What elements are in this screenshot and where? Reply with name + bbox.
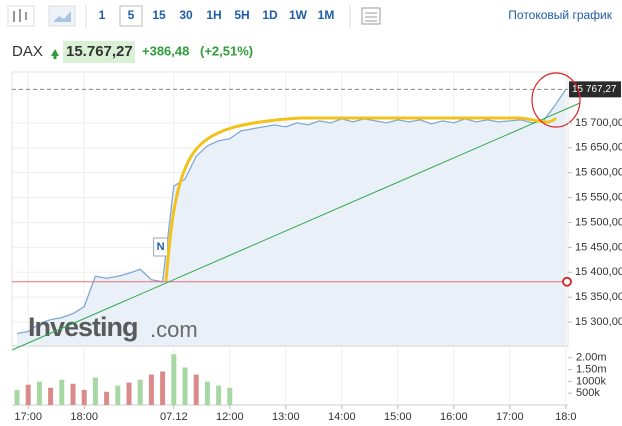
settings-glyph [365,12,377,22]
x-tick-label: 18:0 [555,411,576,423]
volume-bar [92,377,98,405]
candle-glyph [13,9,27,22]
volume-bar [216,385,222,405]
x-tick-label: 17:00 [496,411,524,423]
volume-bar [115,385,121,405]
x-tick-label: 14:00 [328,411,356,423]
y-tick-label: 15 500,00 [575,216,622,228]
last-price-label: 15 767,27 [572,84,617,95]
volume-bar [14,389,20,405]
x-tick-label: 15:00 [384,411,412,423]
watermark-brand: Investing [28,312,138,342]
x-tick-label: 16:00 [440,411,468,423]
volume-bar [160,371,166,405]
y-tick-label: 15 350,00 [575,291,622,303]
volume-bar [137,379,143,405]
up-arrow [51,49,59,59]
y-tick-label: 15 550,00 [575,191,622,203]
interval-button[interactable]: 1M [318,8,335,22]
area-icon[interactable] [48,5,76,27]
y-tick-label: 15 600,00 [575,167,622,179]
x-tick-label: 12:00 [216,411,244,423]
toolbar: Потоковый график [7,5,613,28]
watermark-domain: .com [150,317,198,342]
volume-bar [59,379,65,405]
area-fill [17,89,566,345]
price-line [16,88,567,335]
volume-tick-label: 500k [576,387,600,399]
volume-bar [193,374,199,405]
change: +386,48 [142,43,189,58]
interval-button[interactable]: 15 [152,8,166,22]
event-marker [153,237,169,257]
interval-button[interactable]: 1W [289,8,308,22]
volume-bar [204,381,210,405]
x-tick-label: 13:00 [272,411,300,423]
x-tick-label: 18:00 [70,411,98,423]
interval-button[interactable]: 1H [206,8,221,22]
candle-icon[interactable] [7,5,35,27]
volume-bar [48,387,54,405]
volume-bar [126,382,132,405]
volume-bar [104,391,110,405]
volume-bar [25,384,31,405]
volume-bar [227,387,233,405]
stream-link[interactable]: Потоковый график [508,8,612,22]
volume-tick-label: 1000k [576,375,606,387]
y-tick-label: 15 650,00 [575,142,622,154]
highlight-circle [531,72,581,128]
y-tick-label: 15 700,00 [575,117,622,129]
settings-icon[interactable] [361,7,381,25]
interval-button[interactable]: 1D [262,8,278,22]
reference-handle [562,276,572,287]
x-tick-label: 07.12 [160,411,188,423]
last-price-box [569,81,621,98]
y-tick-label: 15 450,00 [575,241,622,253]
price-highlight [63,41,135,63]
change-percent: (+2,51%) [200,43,253,58]
x-tick-label: 17:00 [14,411,42,423]
volume-tick-label: 1.50m [576,363,607,375]
symbol: DAX [12,43,43,60]
interval-button[interactable]: 5 [128,8,135,22]
interval-selected [119,5,143,27]
event-marker-label: N [157,241,165,253]
interval-button[interactable]: 1 [99,8,106,22]
y-tick-label: 15 300,00 [575,316,622,328]
volume-bar [182,367,188,405]
price: 15.767,27 [66,43,133,60]
volume-bar [70,383,76,405]
y-tick-label: 15 400,00 [575,266,622,278]
trend-line [11,102,581,351]
interval-button[interactable]: 5H [234,8,249,22]
volume-bar [171,354,177,405]
interval-button[interactable]: 30 [179,8,193,22]
area-glyph [53,11,71,22]
volume-tick-label: 2.00m [576,352,607,364]
highlight-curve [164,116,558,282]
volume-bar [148,374,154,405]
volume-bar [81,389,87,405]
volume-bar [36,381,42,405]
